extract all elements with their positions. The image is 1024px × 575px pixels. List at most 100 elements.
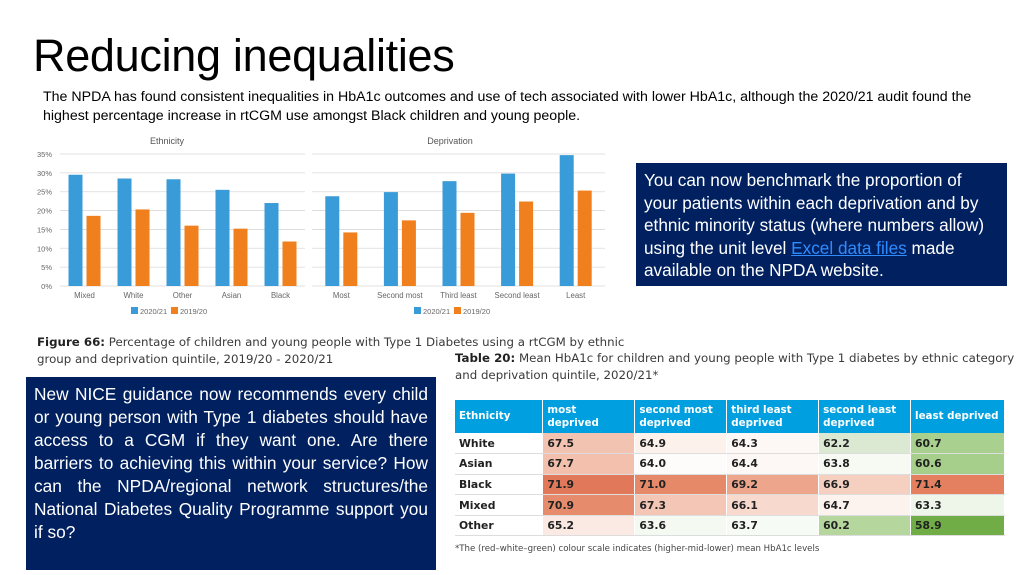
table-cell-value: 62.2 (818, 433, 912, 455)
table-cell-value: 66.9 (818, 474, 912, 496)
table-cell-value: 63.8 (818, 453, 912, 475)
y-tick-label: 15% (37, 225, 52, 234)
bar-2020-21 (215, 189, 230, 286)
header-third-least-deprived: third least deprived (726, 400, 820, 433)
x-tick-label: Most (333, 291, 351, 300)
table-cell-value: 71.4 (910, 474, 1005, 496)
x-tick-label: Second least (495, 291, 541, 300)
table-cell-value: 64.3 (726, 433, 820, 455)
legend-label: 2019/20 (463, 307, 490, 316)
figure-caption-text: Percentage of children and young people … (37, 335, 625, 366)
table-cell-value: 65.2 (542, 515, 636, 537)
table-row: White 67.5 64.9 64.3 62.2 60.7 (455, 433, 1005, 455)
bar-2020-21 (264, 203, 279, 286)
slide-title: Reducing inequalities (33, 30, 455, 81)
figure-caption: Figure 66: Percentage of children and yo… (37, 334, 637, 368)
table-cell-value: 71.0 (634, 474, 728, 496)
table-cell-value: 64.0 (634, 453, 728, 475)
legend-swatch (171, 307, 178, 314)
table-cell-value: 64.7 (818, 494, 912, 516)
bar-2020-21 (68, 174, 83, 286)
table-cell-ethnicity: Other (455, 515, 544, 537)
benchmark-text-end: made available on the NPDA website. (644, 237, 955, 281)
table-row: Black 71.9 71.0 69.2 66.9 71.4 (455, 474, 1005, 496)
table-cell-value: 67.7 (542, 453, 636, 475)
bar-2020-21 (442, 181, 457, 286)
legend-swatch (454, 307, 461, 314)
table-header-row: Ethnicity most deprived second most depr… (455, 400, 1005, 433)
slide-subtitle: The NPDA has found consistent inequaliti… (43, 89, 972, 124)
y-tick-label: 20% (37, 207, 52, 216)
table-cell-value: 70.9 (542, 494, 636, 516)
x-tick-label: Third least (440, 291, 477, 300)
header-second-most-deprived: second most deprived (634, 400, 728, 433)
nice-guidance-box: New NICE guidance now recommends every c… (26, 377, 436, 570)
nice-guidance-text: New NICE guidance now recommends every c… (34, 384, 428, 542)
x-tick-label: Other (173, 291, 193, 300)
table-cell-value: 64.4 (726, 453, 820, 475)
chart-title: Deprivation (427, 136, 473, 146)
table-cell-value: 69.2 (726, 474, 820, 496)
header-second-least-deprived: second least deprived (818, 400, 912, 433)
table-cell-ethnicity: Mixed (455, 494, 544, 516)
bar-2020-21 (383, 192, 398, 286)
x-tick-label: Black (271, 291, 290, 300)
table-cell-value: 60.6 (910, 453, 1005, 475)
table-row: Other 65.2 63.6 63.7 60.2 58.9 (455, 515, 1005, 537)
benchmark-text-start: You can now benchmark the proportion of … (644, 170, 985, 258)
bar-2019-20 (184, 225, 199, 286)
table-cell-ethnicity: White (455, 433, 544, 455)
legend-label: 2020/21 (423, 307, 450, 316)
bar-2019-20 (282, 241, 297, 286)
table-cell-value: 64.9 (634, 433, 728, 455)
y-tick-label: 30% (37, 169, 52, 178)
header-least-deprived: least deprived (910, 400, 1005, 433)
bar-2020-21 (325, 196, 340, 286)
y-tick-label: 0% (41, 282, 52, 291)
table-body: White 67.5 64.9 64.3 62.2 60.7 Asian 67.7 64.0 64… (455, 433, 1005, 537)
table-cell-value: 58.9 (910, 515, 1005, 537)
bar-2019-20 (233, 228, 248, 286)
chart-title: Ethnicity (150, 136, 185, 146)
bar-2019-20 (135, 209, 150, 286)
table-row: Asian 67.7 64.0 64.4 63.8 60.6 (455, 453, 1005, 475)
x-tick-label: Second most (377, 291, 423, 300)
bar-2020-21 (117, 178, 132, 286)
header-most-deprived: most deprived (542, 400, 636, 433)
table-cell-value: 71.9 (542, 474, 636, 496)
table-cell-value: 63.7 (726, 515, 820, 537)
bar-2020-21 (166, 179, 181, 286)
excel-data-files-link[interactable]: Excel data files (791, 237, 907, 258)
bar-2019-20 (401, 220, 416, 286)
table-cell-ethnicity: Black (455, 474, 544, 496)
bar-2020-21 (559, 155, 574, 286)
bar-2019-20 (343, 232, 358, 286)
table-note: *The (red–white–green) colour scale indi… (455, 544, 820, 554)
figure-label: Figure 66: (37, 335, 106, 349)
table-row: Mixed 70.9 67.3 66.1 64.7 63.3 (455, 494, 1005, 516)
table-cell-value: 67.5 (542, 433, 636, 455)
header-ethnicity: Ethnicity (455, 400, 544, 433)
bar-2019-20 (86, 215, 101, 286)
benchmark-info-box: You can now benchmark the proportion of … (636, 163, 1007, 286)
bar-2020-21 (501, 173, 516, 286)
y-tick-label: 25% (37, 188, 52, 197)
y-tick-label: 5% (41, 263, 52, 272)
hba1c-table: Ethnicity most deprived second most depr… (455, 400, 1005, 537)
table-cell-value: 63.3 (910, 494, 1005, 516)
x-tick-label: Mixed (74, 291, 95, 300)
table-caption-text: Mean HbA1c for children and young people… (455, 351, 1015, 382)
x-tick-label: White (124, 291, 144, 300)
table-label: Table 20: (455, 351, 516, 365)
bar-2019-20 (577, 190, 592, 286)
y-tick-label: 35% (37, 150, 52, 159)
x-tick-label: Least (566, 291, 586, 300)
table-cell-ethnicity: Asian (455, 453, 544, 475)
table-cell-value: 66.1 (726, 494, 820, 516)
table-cell-value: 60.2 (818, 515, 912, 537)
legend-swatch (131, 307, 138, 314)
table-cell-value: 63.6 (634, 515, 728, 537)
legend-swatch (414, 307, 421, 314)
rtcgm-bar-charts: 0% 5% 10% 15% 20% 25% 30% 35% Ethnicity Mixed Whit… (37, 136, 605, 316)
table-cell-value: 60.7 (910, 433, 1005, 455)
